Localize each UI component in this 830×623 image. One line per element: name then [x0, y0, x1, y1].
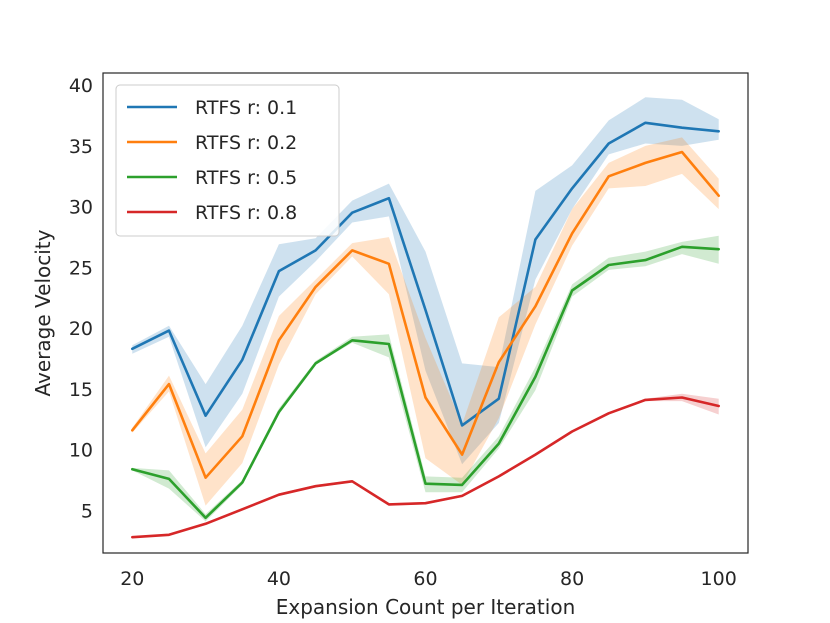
- x-tick-label: 100: [701, 568, 737, 590]
- legend-label: RTFS r: 0.1: [195, 97, 297, 119]
- x-tick-label: 80: [560, 568, 584, 590]
- y-tick-label: 10: [69, 440, 93, 462]
- series-lines: [131, 121, 721, 539]
- x-tick-label: 40: [267, 568, 291, 590]
- y-tick-label: 15: [69, 379, 93, 401]
- y-tick-label: 25: [69, 257, 93, 279]
- legend-label: RTFS r: 0.2: [195, 132, 297, 154]
- line-series-4: [131, 396, 721, 539]
- band-series-2: [132, 137, 719, 506]
- line-series-3: [131, 245, 721, 520]
- x-tick-label: 60: [413, 568, 437, 590]
- y-tick-label: 35: [69, 136, 93, 158]
- y-tick-label: 5: [81, 500, 93, 522]
- legend-box: [115, 84, 340, 237]
- line-series-2: [131, 150, 721, 480]
- y-tick-label: 20: [69, 318, 93, 340]
- x-tick-label: 20: [120, 568, 144, 590]
- line-series-1: [131, 121, 721, 427]
- x-axis-label: Expansion Count per Iteration: [276, 595, 576, 619]
- legend-label: RTFS r: 0.5: [195, 167, 297, 189]
- x-axis-ticks: 20 40 60 80 100: [120, 568, 737, 590]
- y-tick-label: 30: [69, 197, 93, 219]
- legend-label: RTFS r: 0.8: [195, 202, 297, 224]
- legend: RTFS r: 0.1 RTFS r: 0.2 RTFS r: 0.5 RTFS r:…: [115, 84, 340, 237]
- y-axis-label: Average Velocity: [31, 229, 55, 396]
- plot-frame: [102, 72, 749, 554]
- y-tick-label: 40: [69, 75, 93, 97]
- y-axis-ticks: 5 10 15 20 25 30 35 40: [69, 75, 93, 522]
